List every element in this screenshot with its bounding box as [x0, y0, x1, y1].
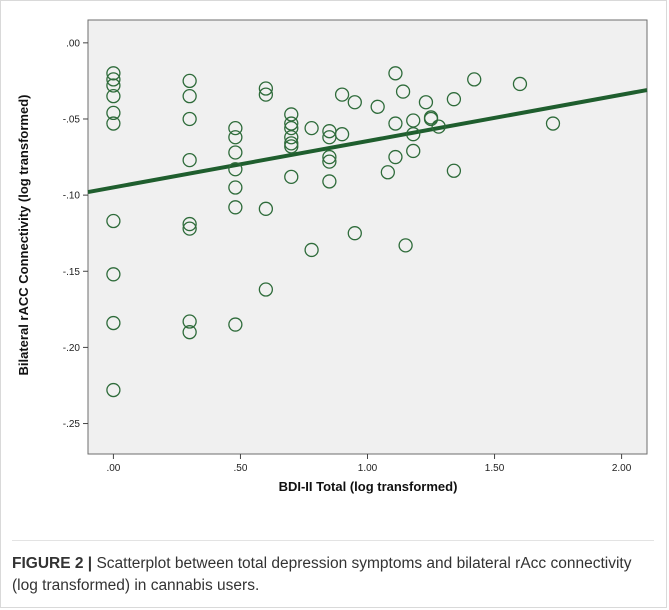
y-tick-label: -.10 — [63, 191, 81, 202]
data-point — [228, 162, 243, 177]
x-axis-title: BDI-II Total (log transformed) — [279, 479, 458, 494]
data-point — [228, 200, 243, 215]
x-tick-label: 1.50 — [485, 463, 505, 474]
y-axis-ticks: .00 -.05 -.10 -.15 -.20 -.25 — [63, 38, 88, 430]
data-point — [388, 149, 403, 165]
data-point — [347, 226, 362, 241]
data-point — [284, 116, 299, 131]
x-tick-label: .00 — [106, 463, 120, 474]
data-point — [418, 95, 434, 110]
data-point — [228, 120, 243, 136]
figure-caption: FIGURE 2 | Scatterplot between total dep… — [12, 553, 652, 597]
data-point — [182, 216, 197, 232]
y-axis-title: Bilateral rACC Connectivity (log transfo… — [16, 95, 31, 376]
data-point — [395, 84, 411, 99]
data-point — [106, 105, 121, 121]
data-point — [334, 127, 350, 142]
data-point — [182, 314, 197, 329]
data-point — [182, 73, 197, 89]
data-point — [228, 130, 243, 145]
y-tick-label: -.25 — [63, 419, 81, 430]
data-point — [322, 174, 337, 189]
y-tick-label: .00 — [66, 38, 80, 49]
data-point — [182, 325, 197, 340]
y-tick-label: -.15 — [63, 267, 81, 278]
caption-text: Scatterplot between total depression sym… — [12, 555, 632, 594]
caption-divider — [12, 540, 654, 541]
data-point — [380, 165, 395, 180]
data-point — [258, 201, 274, 216]
data-point — [347, 95, 362, 110]
data-point — [106, 72, 121, 87]
data-point — [304, 120, 319, 136]
caption-lead: FIGURE 2 | — [12, 555, 93, 572]
data-point — [106, 382, 121, 398]
x-tick-label: .50 — [234, 463, 248, 474]
regression-line — [87, 88, 648, 195]
data-point — [284, 130, 299, 145]
plot-background — [87, 19, 648, 455]
data-point — [106, 66, 121, 81]
data-point — [406, 113, 421, 128]
scatter-chart: .00 -.05 -.10 -.15 -.20 -.25 .00 .50 1.00 1.50 2.… — [16, 19, 648, 494]
data-point — [406, 143, 421, 159]
data-point — [182, 152, 197, 168]
data-point — [106, 267, 121, 282]
data-point — [258, 282, 274, 297]
data-point — [406, 127, 421, 142]
data-point — [182, 111, 197, 127]
data-point — [228, 317, 243, 332]
data-point — [322, 149, 337, 165]
data-point — [106, 78, 121, 93]
data-point — [545, 116, 561, 131]
data-point — [322, 154, 337, 169]
x-axis-ticks: .00 .50 1.00 1.50 2.00 — [106, 454, 632, 474]
data-point — [334, 87, 350, 102]
x-tick-label: 2.00 — [612, 463, 632, 474]
data-point — [446, 163, 462, 178]
data-point — [106, 88, 121, 104]
data-point — [370, 99, 385, 114]
data-point — [182, 221, 197, 236]
data-points — [106, 66, 561, 398]
data-point — [284, 107, 299, 122]
data-point — [258, 87, 274, 102]
data-point — [512, 76, 528, 92]
x-tick-label: 1.00 — [358, 463, 378, 474]
data-point — [106, 213, 121, 229]
data-point — [258, 81, 274, 96]
data-point — [431, 119, 446, 134]
data-point — [228, 180, 243, 195]
data-point — [284, 136, 299, 151]
data-point — [284, 120, 299, 136]
y-tick-label: -.20 — [63, 343, 81, 354]
data-point — [106, 315, 121, 331]
data-point — [228, 145, 243, 160]
data-point — [423, 111, 439, 127]
data-point — [467, 72, 482, 87]
data-point — [106, 116, 121, 131]
data-point — [304, 242, 319, 258]
data-point — [182, 88, 197, 104]
data-point — [446, 92, 462, 107]
data-point — [388, 66, 403, 81]
data-point — [388, 116, 403, 131]
data-point — [398, 238, 413, 253]
data-point — [284, 169, 299, 184]
y-tick-label: -.05 — [63, 114, 81, 125]
data-point — [284, 139, 299, 154]
